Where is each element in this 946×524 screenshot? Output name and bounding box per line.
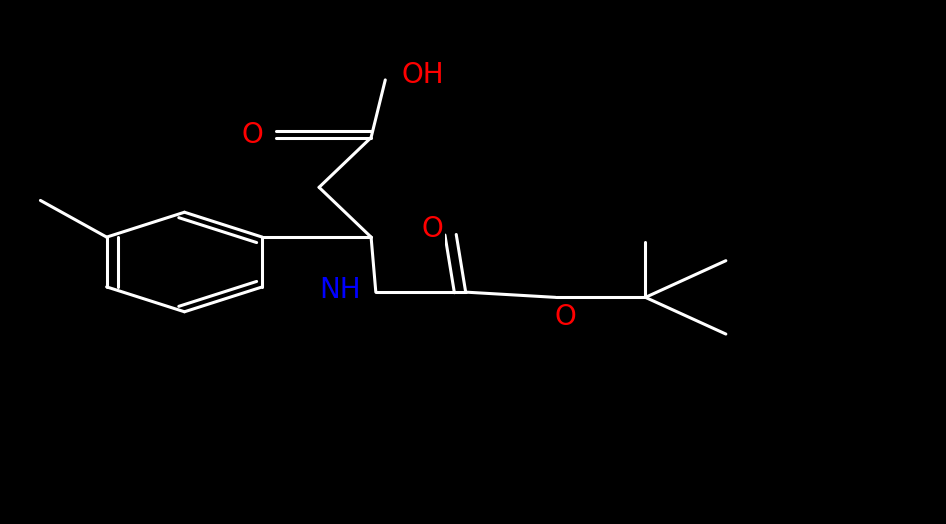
- Text: OH: OH: [402, 61, 445, 89]
- Text: O: O: [422, 215, 444, 243]
- Text: O: O: [554, 303, 576, 331]
- Text: NH: NH: [319, 276, 360, 303]
- Text: O: O: [242, 121, 264, 149]
